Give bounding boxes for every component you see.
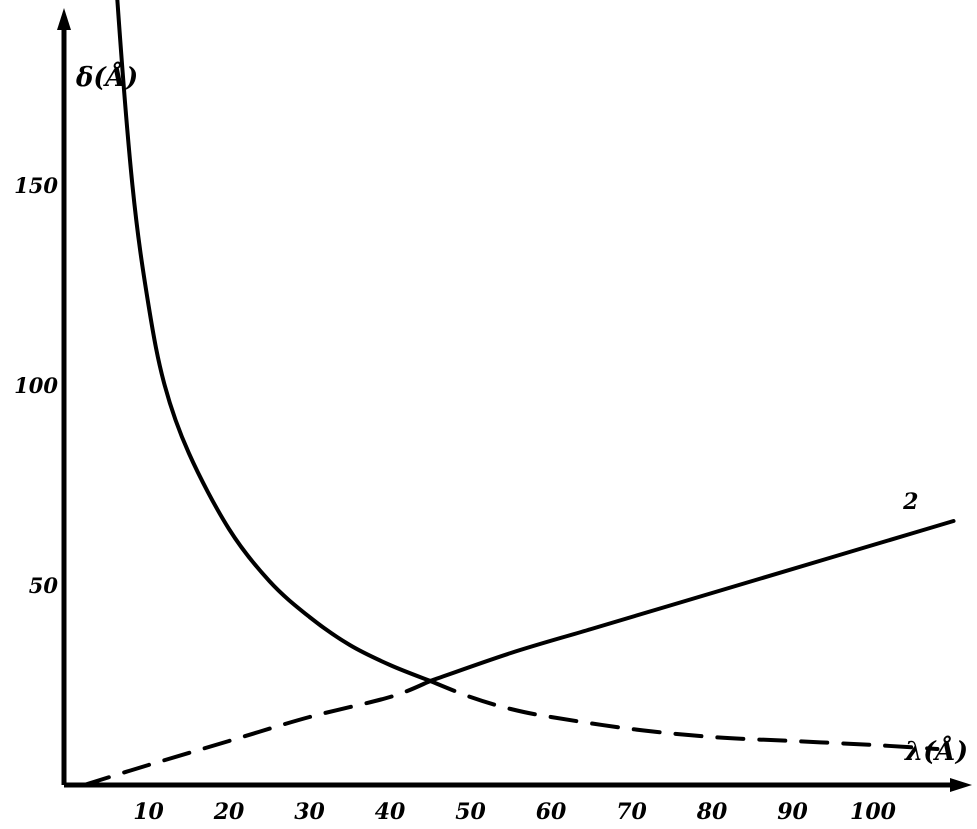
series-curve-1-solid xyxy=(115,0,433,683)
series-curve-1-dashed xyxy=(428,679,940,751)
x-tick-label: 40 xyxy=(375,799,406,825)
y-tick-label: 150 xyxy=(14,173,58,198)
x-tick-label: 100 xyxy=(850,799,897,825)
x-tick-label: 30 xyxy=(294,799,325,825)
x-axis-label: λ(Å) xyxy=(904,736,968,767)
y-tick-label: 100 xyxy=(14,373,58,398)
series-label-2: 2 xyxy=(902,489,918,515)
x-tick-label: 60 xyxy=(536,799,567,825)
x-tick-label: 80 xyxy=(696,799,728,825)
x-tick-label: 50 xyxy=(455,799,486,825)
series-curve-2-dashed xyxy=(82,679,433,787)
series xyxy=(82,0,956,787)
y-tick-label: 50 xyxy=(29,573,59,598)
x-tick-label: 90 xyxy=(777,799,808,825)
tick-labels: 10203040506070809010050100150200250300 xyxy=(14,173,897,825)
x-axis-arrow xyxy=(950,778,972,792)
y-axis-arrow xyxy=(57,8,71,30)
x-tick-label: 20 xyxy=(213,799,245,825)
y-axis-label: δ(Å) xyxy=(75,62,138,93)
series-curve-2-solid xyxy=(428,519,956,683)
x-tick-label: 10 xyxy=(133,799,164,825)
axes xyxy=(57,8,972,792)
labels: δ(Å) λ(Å) 12 xyxy=(75,62,968,767)
x-tick-label: 70 xyxy=(616,799,647,825)
